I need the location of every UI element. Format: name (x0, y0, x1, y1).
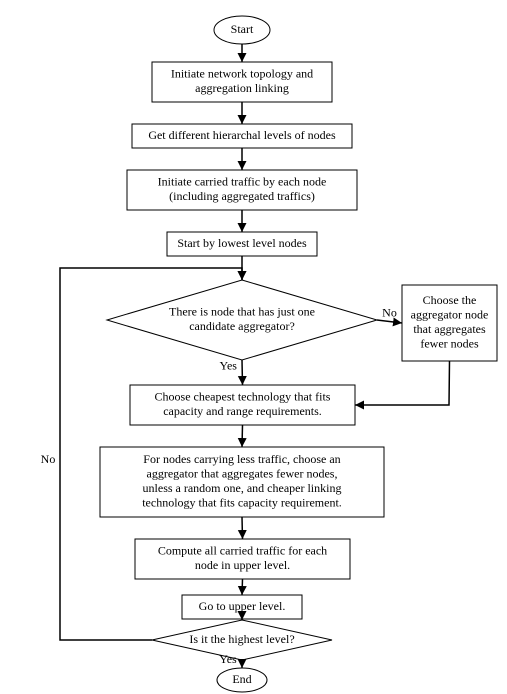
side-label: fewer nodes (420, 336, 479, 350)
n5-label: Choose cheapest technology that fits (155, 390, 331, 404)
n2-label: Get different hierarchal levels of nodes (148, 128, 336, 142)
n1-label: Initiate network topology and (171, 67, 313, 81)
n1-label: aggregation linking (195, 81, 289, 95)
edge-9 (242, 517, 243, 539)
edge-8 (242, 425, 243, 447)
n5-label: capacity and range requirements. (163, 404, 322, 418)
n6-label: For nodes carrying less traffic, choose … (143, 452, 340, 466)
start-label: Start (231, 22, 254, 36)
n6-label: aggregator that aggregates fewer nodes, (147, 467, 338, 481)
d2-label: Is it the highest level? (189, 632, 294, 646)
d1-label: candidate aggregator? (189, 319, 295, 333)
n6-label: unless a random one, and cheaper linking (143, 481, 342, 495)
edge-5 (242, 360, 243, 385)
side-label: that aggregates (413, 322, 486, 336)
edge-5-label: Yes (220, 358, 238, 372)
d1-label: There is node that has just one (169, 305, 315, 319)
n4-label: Start by lowest level nodes (177, 236, 307, 250)
end-label: End (232, 672, 251, 686)
n3-label: Initiate carried traffic by each node (158, 175, 327, 189)
edge-6 (377, 320, 402, 323)
edge-7 (355, 361, 450, 405)
side-label: aggregator node (411, 308, 489, 322)
side-label: Choose the (423, 293, 477, 307)
n8-label: Go to upper level. (199, 599, 286, 613)
n6-label: technology that fits capacity requiremen… (142, 495, 342, 509)
edge-6-label: No (382, 305, 397, 319)
edge-12-label: Yes (219, 652, 237, 666)
edge-13-label: No (41, 452, 56, 466)
edge-10 (242, 579, 243, 595)
n3-label: (including aggregated traffics) (169, 189, 315, 203)
n7-label: node in upper level. (195, 558, 290, 572)
n7-label: Compute all carried traffic for each (158, 544, 327, 558)
